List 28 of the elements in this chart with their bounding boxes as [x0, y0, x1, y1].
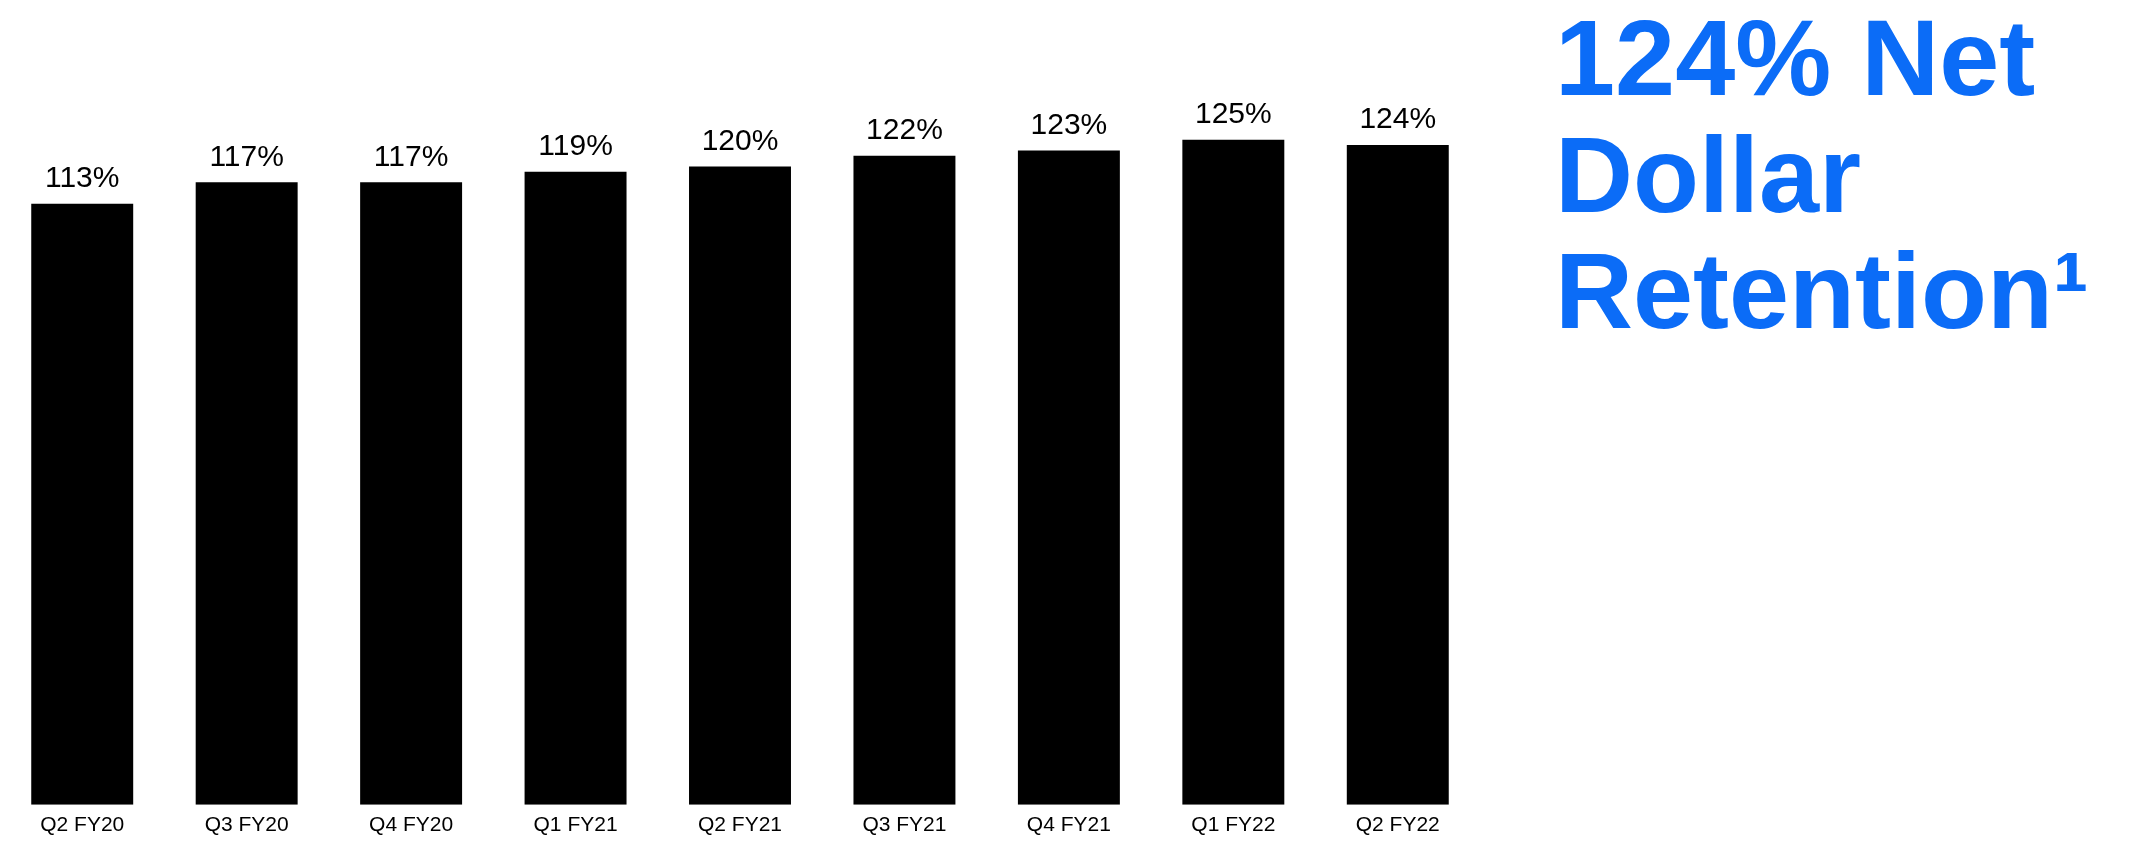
data-label: 120%	[701, 122, 779, 156]
data-label: 124%	[1359, 101, 1437, 135]
x-tick-label: Q2 FY22	[1355, 812, 1440, 836]
data-label: 122%	[866, 112, 943, 146]
bar	[524, 171, 627, 805]
x-tick-label: Q4 FY20	[369, 812, 454, 836]
bar	[1017, 150, 1120, 805]
bar	[31, 203, 134, 805]
bar	[689, 166, 791, 805]
data-label: 125%	[1194, 96, 1272, 130]
data-label: 117%	[373, 138, 449, 172]
x-tick-label: Q3 FY21	[862, 812, 947, 836]
data-label: 119%	[538, 127, 613, 161]
x-tick-label: Q4 FY21	[1026, 812, 1111, 836]
bar	[1346, 145, 1449, 805]
x-tick-label: Q2 FY20	[40, 812, 125, 836]
bar	[1182, 139, 1285, 805]
text: 124% Net Dollar Retention¹	[1555, 0, 2090, 352]
x-tick-label: Q1 FY21	[533, 812, 618, 836]
data-label: 113%	[44, 159, 120, 193]
x-tick-label: Q2 FY21	[697, 812, 783, 836]
bar	[853, 155, 956, 805]
bar	[360, 182, 463, 805]
x-tick-label: Q3 FY20	[204, 812, 289, 836]
bar	[195, 182, 298, 805]
data-label: 123%	[1030, 106, 1108, 140]
data-label: 117%	[209, 138, 284, 172]
x-tick-label: Q1 FY22	[1191, 812, 1276, 836]
